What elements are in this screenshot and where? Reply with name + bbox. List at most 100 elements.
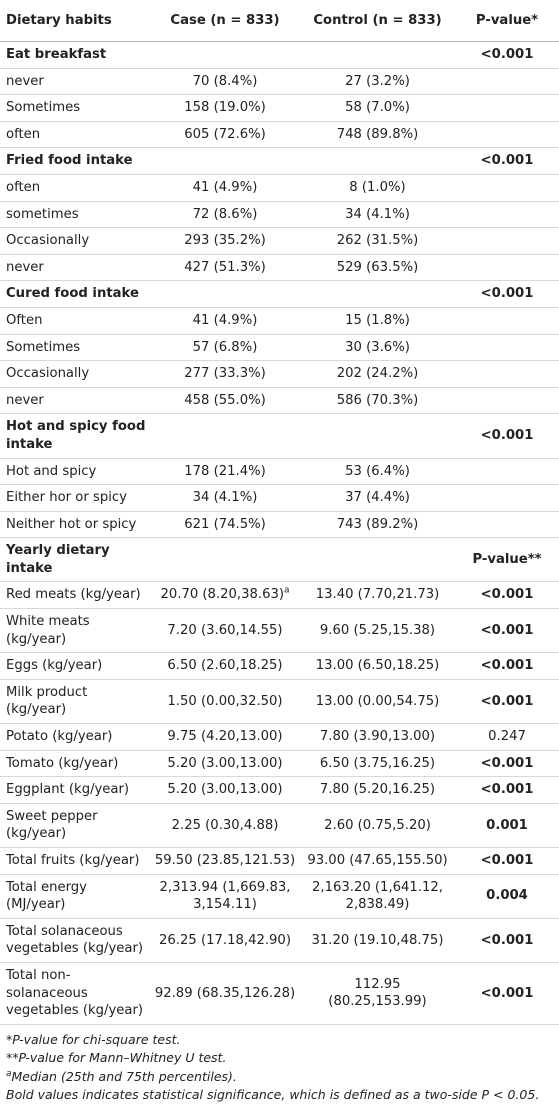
row-label: Milk product (kg/year)	[0, 679, 150, 725]
row-label: Total non-solanaceous vegetables (kg/yea…	[0, 962, 150, 1025]
row-label: often	[0, 174, 150, 202]
empty-cell	[455, 484, 559, 512]
data-row: never 458 (55.0%) 586 (70.3%)	[0, 387, 559, 415]
row-label: Sometimes	[0, 94, 150, 122]
case-value: 5.20 (3.00,13.00)	[150, 750, 300, 778]
row-label: Often	[0, 307, 150, 335]
control-value: 743 (89.2%)	[300, 511, 455, 539]
case-value: 72 (8.6%)	[150, 201, 300, 229]
section-row: Fried food intake <0.001	[0, 147, 559, 175]
case-text: 26.25 (17.18,42.90)	[159, 932, 291, 948]
case-text: 41 (4.9%)	[192, 179, 258, 195]
row-label: Potato (kg/year)	[0, 723, 150, 751]
case-value: 41 (4.9%)	[150, 174, 300, 202]
data-row: Tomato (kg/year) 5.20 (3.00,13.00) 6.50 (3…	[0, 750, 559, 778]
row-label: White meats (kg/year)	[0, 608, 150, 654]
control-value: 53 (6.4%)	[300, 458, 455, 486]
row-label: Total energy (MJ/year)	[0, 874, 150, 919]
case-text: 1.50 (0.00,32.50)	[167, 693, 283, 709]
control-value: 58 (7.0%)	[300, 94, 455, 122]
empty-cell	[455, 307, 559, 335]
empty-cell	[455, 360, 559, 388]
empty-cell	[300, 280, 455, 308]
empty-cell	[455, 511, 559, 539]
row-label: often	[0, 121, 150, 149]
case-text: 5.20 (3.00,13.00)	[167, 755, 283, 771]
p-value: <0.001	[455, 750, 559, 778]
control-value: 37 (4.4%)	[300, 484, 455, 512]
control-value: 34 (4.1%)	[300, 201, 455, 229]
data-row: Occasionally 293 (35.2%) 262 (31.5%)	[0, 227, 559, 255]
data-row: Red meats (kg/year) 20.70 (8.20,38.63)a 13…	[0, 581, 559, 610]
case-value: 41 (4.9%)	[150, 307, 300, 335]
p-value: 0.247	[455, 723, 559, 751]
p-value: 0.004	[455, 874, 559, 919]
control-value: 13.00 (6.50,18.25)	[300, 652, 455, 680]
empty-cell	[455, 174, 559, 202]
section-row: Cured food intake <0.001	[0, 280, 559, 308]
case-text: 293 (35.2%)	[184, 233, 266, 249]
case-text: 427 (51.3%)	[184, 259, 266, 275]
empty-cell	[150, 280, 300, 308]
empty-cell	[455, 334, 559, 362]
case-text: 6.50 (2.60,18.25)	[167, 658, 283, 674]
empty-cell	[150, 413, 300, 459]
case-value: 293 (35.2%)	[150, 227, 300, 255]
footnote-text: Median (25th and 75th percentiles).	[11, 1068, 237, 1084]
footnotes: *P-value for chi-square test. **P-value f…	[0, 1025, 559, 1105]
case-text: 7.20 (3.60,14.55)	[167, 622, 283, 638]
data-table: Dietary habits Case (n = 833) Control (n =…	[0, 0, 559, 1025]
section-row: Yearly dietary intake P-value**	[0, 537, 559, 583]
p-value: <0.001	[455, 581, 559, 610]
case-text: 72 (8.6%)	[192, 206, 258, 222]
case-value: 92.89 (68.35,126.28)	[150, 962, 300, 1025]
data-row: Eggs (kg/year) 6.50 (2.60,18.25) 13.00 (6.…	[0, 652, 559, 680]
section-row: Eat breakfast <0.001	[0, 41, 559, 69]
empty-cell	[455, 121, 559, 149]
data-row: Total fruits (kg/year) 59.50 (23.85,121.5…	[0, 847, 559, 875]
case-text: 59.50 (23.85,121.53)	[154, 853, 296, 868]
p-value: <0.001	[455, 918, 559, 963]
case-value: 9.75 (4.20,13.00)	[150, 723, 300, 751]
case-value: 277 (33.3%)	[150, 360, 300, 388]
case-value: 6.50 (2.60,18.25)	[150, 652, 300, 680]
data-row: often 605 (72.6%) 748 (89.8%)	[0, 121, 559, 149]
case-value: 57 (6.8%)	[150, 334, 300, 362]
p-value: <0.001	[455, 280, 559, 308]
section-label: Hot and spicy food intake	[0, 413, 150, 459]
control-value: 13.40 (7.70,21.73)	[300, 581, 455, 610]
empty-cell	[455, 254, 559, 282]
header-cell: P-value*	[455, 0, 559, 42]
case-value: 605 (72.6%)	[150, 121, 300, 149]
control-value: 27 (3.2%)	[300, 68, 455, 96]
row-label: Either hor or spicy	[0, 484, 150, 512]
case-value: 70 (8.4%)	[150, 68, 300, 96]
row-label: Neither hot or spicy	[0, 511, 150, 539]
row-label: Red meats (kg/year)	[0, 581, 150, 610]
empty-cell	[300, 413, 455, 459]
row-label: Sweet pepper (kg/year)	[0, 803, 150, 849]
case-text: 41 (4.9%)	[192, 312, 258, 328]
case-value: 5.20 (3.00,13.00)	[150, 776, 300, 804]
row-label: Hot and spicy	[0, 458, 150, 486]
case-text: 158 (19.0%)	[184, 100, 266, 116]
case-value: 427 (51.3%)	[150, 254, 300, 282]
p-value: <0.001	[455, 608, 559, 654]
case-value: 158 (19.0%)	[150, 94, 300, 122]
data-row: Total solanaceous vegetables (kg/year) 26…	[0, 918, 559, 963]
data-row: Potato (kg/year) 9.75 (4.20,13.00) 7.80 (3…	[0, 723, 559, 751]
footnote-text: P-value for chi-square test.	[12, 1031, 181, 1047]
p-value: <0.001	[455, 652, 559, 680]
header-cell: Case (n = 833)	[150, 0, 300, 42]
empty-cell	[150, 537, 300, 583]
empty-cell	[300, 147, 455, 175]
section-row: Hot and spicy food intake <0.001	[0, 413, 559, 459]
data-row: Sometimes 57 (6.8%) 30 (3.6%)	[0, 334, 559, 362]
row-label: Total solanaceous vegetables (kg/year)	[0, 918, 150, 963]
p-value: <0.001	[455, 847, 559, 875]
row-label: Total fruits (kg/year)	[0, 847, 150, 875]
section-label: Yearly dietary intake	[0, 537, 150, 583]
empty-cell	[150, 41, 300, 69]
